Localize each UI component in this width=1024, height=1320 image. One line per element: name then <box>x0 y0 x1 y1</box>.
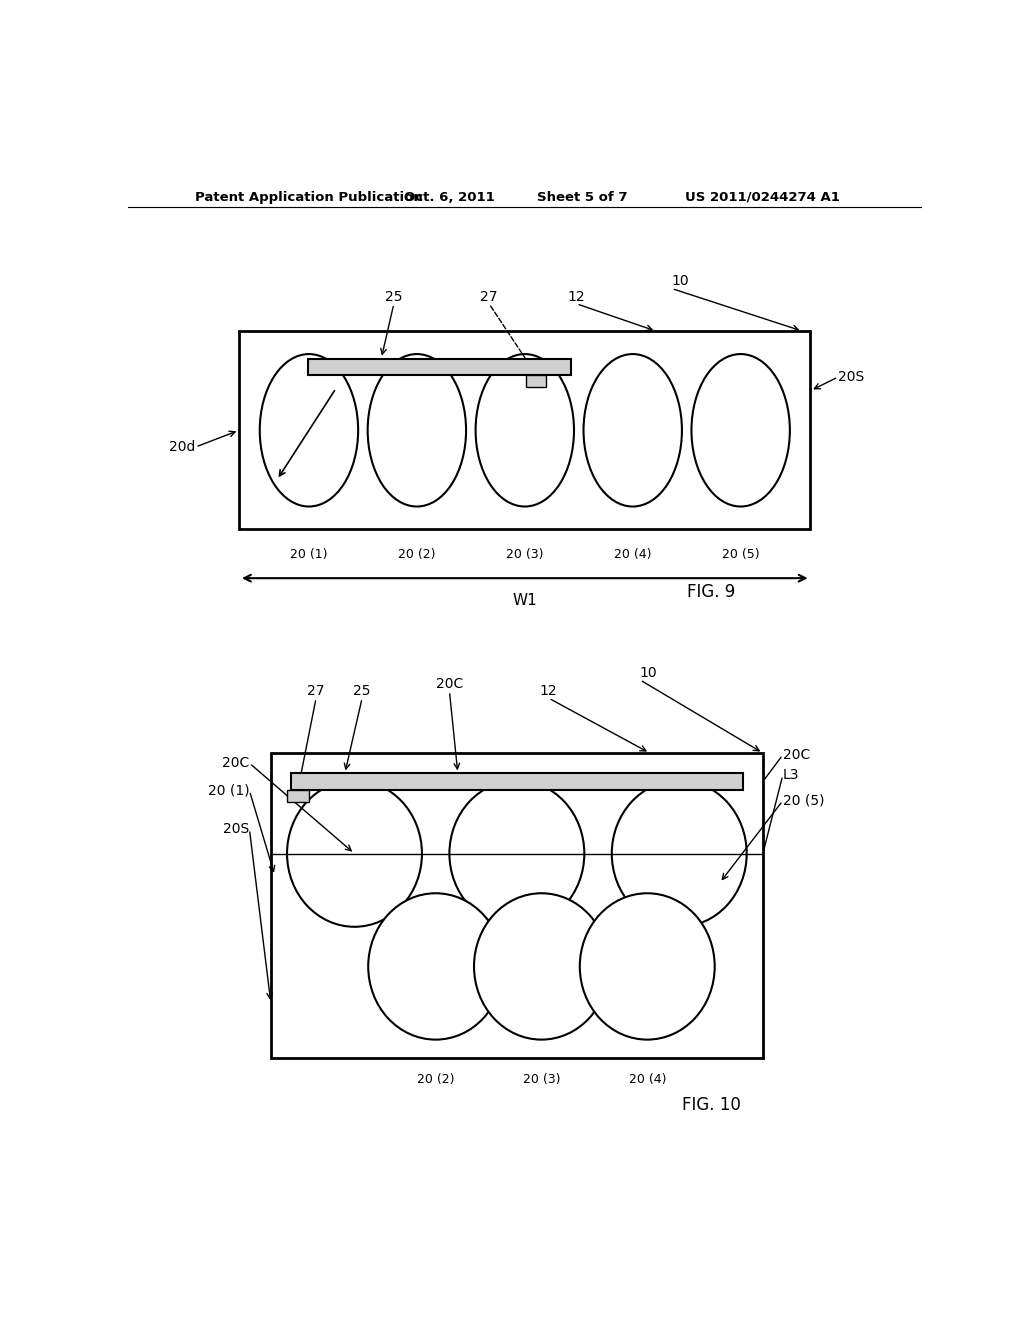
Ellipse shape <box>369 894 503 1040</box>
Ellipse shape <box>287 780 422 927</box>
Bar <box>287 789 309 801</box>
Text: 20S: 20S <box>839 370 864 384</box>
Text: 20d: 20d <box>169 440 196 454</box>
Bar <box>291 774 743 789</box>
Text: 20 (5): 20 (5) <box>722 548 760 561</box>
Text: 20 (4): 20 (4) <box>629 1073 666 1086</box>
Ellipse shape <box>580 894 715 1040</box>
Text: 20 (1): 20 (1) <box>208 784 250 797</box>
Text: 10: 10 <box>640 665 657 680</box>
Ellipse shape <box>450 780 585 927</box>
Text: 27: 27 <box>480 290 498 304</box>
Text: L3: L3 <box>782 768 799 783</box>
Bar <box>526 375 546 387</box>
Text: 20 (1): 20 (1) <box>290 548 328 561</box>
Text: Patent Application Publication: Patent Application Publication <box>196 190 423 203</box>
Text: 27: 27 <box>307 684 325 698</box>
Ellipse shape <box>475 354 574 507</box>
Text: 20 (4): 20 (4) <box>614 548 651 561</box>
Text: 20 (3): 20 (3) <box>522 1073 560 1086</box>
Text: 20 (3): 20 (3) <box>506 548 544 561</box>
Text: W1: W1 <box>512 594 538 609</box>
Text: 20C: 20C <box>782 748 810 762</box>
Text: FIG. 10: FIG. 10 <box>682 1096 740 1114</box>
Text: FIG. 9: FIG. 9 <box>687 583 735 601</box>
Ellipse shape <box>474 894 609 1040</box>
Text: 20C: 20C <box>436 677 463 690</box>
Text: 10: 10 <box>672 275 689 289</box>
Text: 20C: 20C <box>222 756 250 770</box>
Text: 20S: 20S <box>223 822 250 837</box>
Text: 20 (5): 20 (5) <box>782 793 824 808</box>
Text: 12: 12 <box>567 290 585 304</box>
Ellipse shape <box>691 354 790 507</box>
Text: Oct. 6, 2011: Oct. 6, 2011 <box>404 190 495 203</box>
Ellipse shape <box>368 354 466 507</box>
Ellipse shape <box>584 354 682 507</box>
Text: US 2011/0244274 A1: US 2011/0244274 A1 <box>685 190 841 203</box>
Bar <box>240 331 811 529</box>
Ellipse shape <box>611 780 746 927</box>
Bar <box>307 359 570 375</box>
Text: 12: 12 <box>540 684 557 698</box>
Bar <box>270 752 763 1057</box>
Text: 25: 25 <box>385 290 402 304</box>
Text: 25: 25 <box>353 684 371 698</box>
Ellipse shape <box>260 354 358 507</box>
Text: Sheet 5 of 7: Sheet 5 of 7 <box>537 190 627 203</box>
Text: 20 (2): 20 (2) <box>417 1073 455 1086</box>
Text: 20 (2): 20 (2) <box>398 548 435 561</box>
